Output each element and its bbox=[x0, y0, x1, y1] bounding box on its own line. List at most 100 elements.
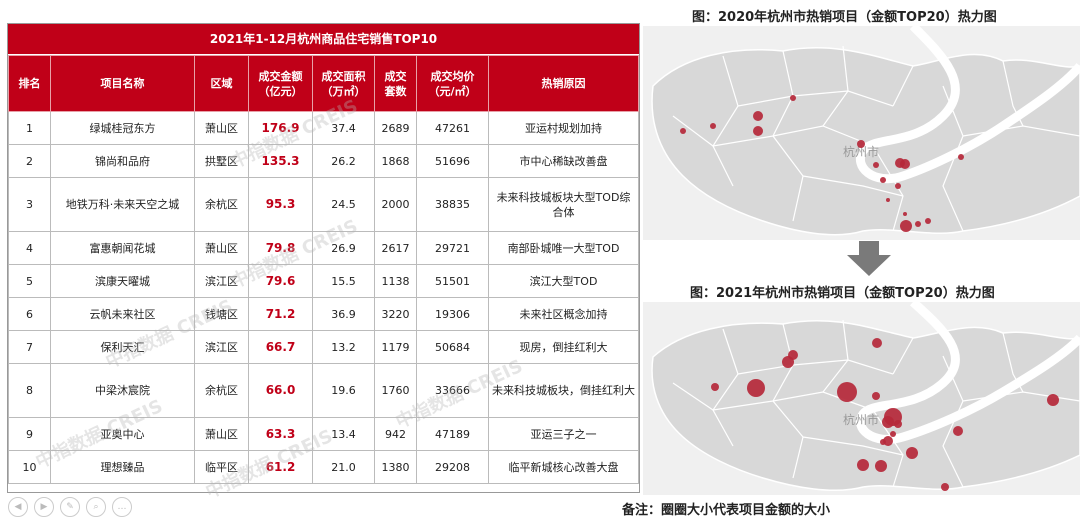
cell-size: 37.4 bbox=[312, 111, 375, 145]
cell-name: 绿城桂冠东方 bbox=[50, 111, 195, 145]
cell-area: 拱墅区 bbox=[194, 144, 249, 178]
project-dot bbox=[882, 416, 894, 428]
cell-area: 余杭区 bbox=[194, 363, 249, 418]
col-header-size: 成交面积 （万㎡） bbox=[312, 55, 375, 112]
cell-name: 理想臻品 bbox=[50, 450, 195, 484]
cell-size: 13.2 bbox=[312, 330, 375, 364]
city-label-2021: 杭州市 bbox=[843, 412, 879, 427]
cell-reason: 南部卧城唯一大型TOD bbox=[488, 231, 639, 265]
more-icon[interactable]: … bbox=[112, 497, 132, 517]
project-dot bbox=[890, 431, 896, 437]
col-header-units: 成交 套数 bbox=[374, 55, 417, 112]
table-row: 5 滨康天曜城 滨江区 79.6 15.5 1138 51501 滨江大型TOD bbox=[8, 264, 639, 298]
project-dot bbox=[837, 382, 857, 402]
cell-amount: 61.2 bbox=[248, 450, 313, 484]
cell-area: 萧山区 bbox=[194, 417, 249, 451]
dots-2021 bbox=[711, 338, 1059, 491]
cell-size: 13.4 bbox=[312, 417, 375, 451]
cell-reason: 滨江大型TOD bbox=[488, 264, 639, 298]
cell-units: 942 bbox=[374, 417, 417, 451]
cell-units: 1138 bbox=[374, 264, 417, 298]
cell-name: 亚奥中心 bbox=[50, 417, 195, 451]
cell-size: 21.0 bbox=[312, 450, 375, 484]
cell-rank: 1 bbox=[8, 111, 51, 145]
cell-price: 29208 bbox=[416, 450, 489, 484]
project-dot bbox=[710, 123, 716, 129]
cell-name: 中梁沐宸院 bbox=[50, 363, 195, 418]
cell-rank: 4 bbox=[8, 231, 51, 265]
prev-icon[interactable]: ◀ bbox=[8, 497, 28, 517]
project-dot bbox=[953, 426, 963, 436]
cell-area: 萧山区 bbox=[194, 231, 249, 265]
cell-price: 50684 bbox=[416, 330, 489, 364]
project-dot bbox=[903, 212, 907, 216]
cell-price: 38835 bbox=[416, 177, 489, 232]
cell-rank: 5 bbox=[8, 264, 51, 298]
cell-rank: 2 bbox=[8, 144, 51, 178]
cell-name: 地铁万科·未来天空之城 bbox=[50, 177, 195, 232]
col-header-reason: 热销原因 bbox=[488, 55, 639, 112]
cell-size: 24.5 bbox=[312, 177, 375, 232]
project-dot bbox=[941, 483, 949, 491]
cell-rank: 10 bbox=[8, 450, 51, 484]
project-dot bbox=[900, 159, 910, 169]
table-row: 6 云帆未来社区 钱塘区 71.2 36.9 3220 19306 未来社区概念加持 bbox=[8, 297, 639, 331]
cell-size: 36.9 bbox=[312, 297, 375, 331]
cell-reason: 亚运三子之一 bbox=[488, 417, 639, 451]
next-icon[interactable]: ▶ bbox=[34, 497, 54, 517]
cell-price: 51501 bbox=[416, 264, 489, 298]
down-arrow-icon bbox=[847, 241, 891, 276]
table-row: 3 地铁万科·未来天空之城 余杭区 95.3 24.5 2000 38835 未来科技城板块大… bbox=[8, 177, 639, 232]
slide-nav: ◀ ▶ ✎ ⌕ … bbox=[8, 497, 132, 517]
cell-price: 29721 bbox=[416, 231, 489, 265]
project-dot bbox=[880, 439, 886, 445]
cell-reason: 临平新城核心改善大盘 bbox=[488, 450, 639, 484]
cell-units: 1868 bbox=[374, 144, 417, 178]
cell-units: 2689 bbox=[374, 111, 417, 145]
table-row: 8 中梁沐宸院 余杭区 66.0 19.6 1760 33666 未来科技城板块，倒挂红利大 bbox=[8, 363, 639, 418]
col-header-amount: 成交金额 （亿元） bbox=[248, 55, 313, 112]
table-row: 10 理想臻品 临平区 61.2 21.0 1380 29208 临平新城核心改善大盘 bbox=[8, 450, 639, 484]
project-dot bbox=[1047, 394, 1059, 406]
cell-price: 19306 bbox=[416, 297, 489, 331]
cell-area: 萧山区 bbox=[194, 111, 249, 145]
cell-amount: 63.3 bbox=[248, 417, 313, 451]
cell-rank: 6 bbox=[8, 297, 51, 331]
cell-amount: 66.0 bbox=[248, 363, 313, 418]
city-label-2020: 杭州市 bbox=[843, 144, 879, 159]
cell-name: 富惠朝闻花城 bbox=[50, 231, 195, 265]
cell-rank: 3 bbox=[8, 177, 51, 232]
cell-area: 钱塘区 bbox=[194, 297, 249, 331]
col-header-rank: 排名 bbox=[8, 55, 51, 112]
search-icon[interactable]: ⌕ bbox=[86, 497, 106, 517]
project-dot bbox=[875, 460, 887, 472]
table-header-row: 排名 项目名称 区域 成交金额 （亿元） 成交面积 （万㎡） 成交 套数 成交均… bbox=[8, 55, 639, 112]
cell-units: 3220 bbox=[374, 297, 417, 331]
cell-area: 余杭区 bbox=[194, 177, 249, 232]
cell-name: 云帆未来社区 bbox=[50, 297, 195, 331]
project-dot bbox=[857, 459, 869, 471]
map-2020-canvas: 杭州市 bbox=[651, 26, 1080, 236]
project-dot bbox=[900, 220, 912, 232]
project-dot bbox=[886, 198, 890, 202]
table-row: 1 绿城桂冠东方 萧山区 176.9 37.4 2689 47261 亚运村规划加持 bbox=[8, 111, 639, 145]
project-dot bbox=[857, 140, 865, 148]
cell-units: 2617 bbox=[374, 231, 417, 265]
map-2020-title: 图：2020年杭州市热销项目（金额TOP20）热力图 bbox=[692, 10, 997, 25]
col-header-name: 项目名称 bbox=[50, 55, 195, 112]
cell-amount: 71.2 bbox=[248, 297, 313, 331]
project-dot bbox=[873, 162, 879, 168]
project-dot bbox=[872, 338, 882, 348]
cell-reason: 亚运村规划加持 bbox=[488, 111, 639, 145]
sales-table: 排名 项目名称 区域 成交金额 （亿元） 成交面积 （万㎡） 成交 套数 成交均… bbox=[8, 55, 639, 484]
cell-area: 滨江区 bbox=[194, 330, 249, 364]
cell-size: 26.2 bbox=[312, 144, 375, 178]
table-row: 9 亚奥中心 萧山区 63.3 13.4 942 47189 亚运三子之一 bbox=[8, 417, 639, 451]
pen-icon[interactable]: ✎ bbox=[60, 497, 80, 517]
cell-price: 47261 bbox=[416, 111, 489, 145]
cell-amount: 79.8 bbox=[248, 231, 313, 265]
map-note: 备注：圈圈大小代表项目金额的大小 bbox=[622, 503, 831, 518]
project-dot bbox=[906, 447, 918, 459]
map-land bbox=[651, 46, 1080, 236]
project-dot bbox=[790, 95, 796, 101]
